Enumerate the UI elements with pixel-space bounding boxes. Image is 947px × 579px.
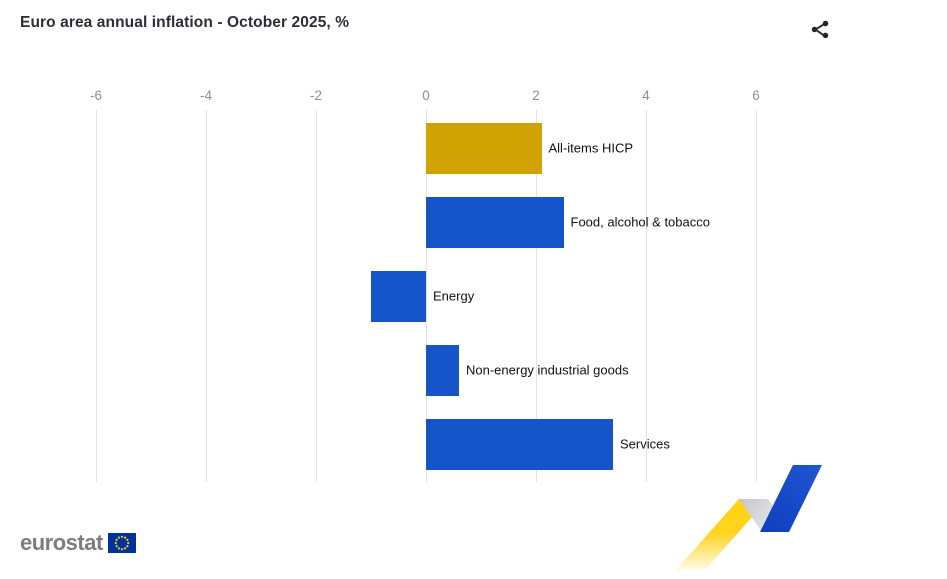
gridline — [95, 110, 97, 482]
share-icon — [811, 20, 829, 39]
gridline — [425, 110, 427, 482]
eu-flag-icon — [107, 533, 136, 553]
share-button[interactable] — [804, 12, 838, 46]
eurostat-logo-text: eurostat — [20, 530, 103, 555]
bar-all-items-hicp[interactable] — [426, 122, 542, 174]
chart-title: Euro area annual inflation - October 202… — [20, 14, 350, 31]
x-axis-tick-label: -2 — [309, 88, 322, 103]
gridline — [315, 110, 317, 482]
gridline — [645, 110, 647, 482]
bar-services[interactable] — [426, 418, 613, 470]
eurostat-logo: eurostat — [20, 530, 136, 556]
bar-energy[interactable] — [371, 270, 426, 322]
eu-flag-stars — [114, 535, 130, 551]
bar-label-food-alcohol-tobacco: Food, alcohol & tobacco — [570, 214, 710, 230]
gridline — [535, 110, 537, 482]
x-axis-tick-label: 4 — [642, 88, 650, 103]
bar-label-non-energy-industrial-goods: Non-energy industrial goods — [466, 362, 629, 378]
bar-non-energy-industrial-goods[interactable] — [426, 344, 459, 396]
bar-label-energy: Energy — [433, 288, 475, 304]
bar-label-all-items-hicp: All-items HICP — [548, 140, 634, 156]
x-axis-tick-label: -4 — [199, 88, 212, 103]
x-axis-tick-label: 0 — [422, 88, 430, 103]
gridline — [205, 110, 207, 482]
x-axis-tick-label: -6 — [89, 88, 102, 103]
x-axis-tick-label: 2 — [532, 88, 540, 103]
bar-food-alcohol-tobacco[interactable] — [426, 196, 564, 248]
x-axis-tick-label: 6 — [752, 88, 760, 103]
bar-label-services: Services — [620, 436, 670, 452]
gridline — [755, 110, 757, 482]
